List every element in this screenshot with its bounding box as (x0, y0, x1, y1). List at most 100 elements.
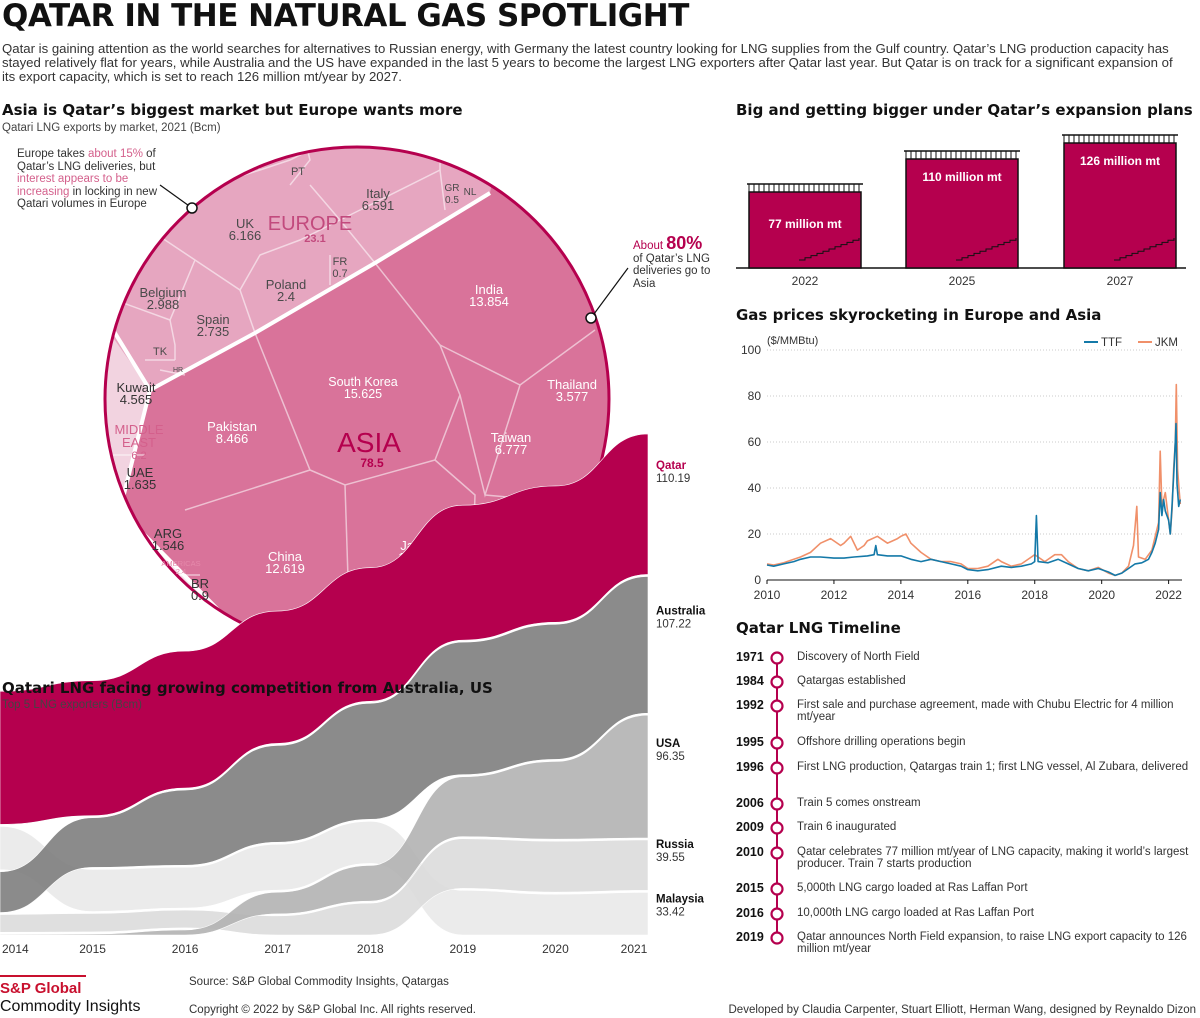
bar-chart: 77 million mt 2022 110 million mt 2025 126 m… (736, 134, 1186, 288)
europe-annotation-text-2: of Qatar’s LNG deliveries, but (17, 148, 156, 173)
page-title: QATAR IN THE NATURAL GAS SPOTLIGHT (2, 0, 689, 34)
asia-annotation-pre: About (633, 240, 667, 252)
timeline-dot-2015 (770, 882, 784, 896)
cell-label-china: China (268, 549, 303, 564)
europe-annotation-highlight-1: about 15% (87, 148, 143, 160)
intro-paragraph: Qatar is gaining attention as the world … (2, 41, 1173, 84)
bar-label-2025: 110 million mt (922, 170, 1001, 184)
line-y-tick-20: 20 (748, 527, 762, 541)
cell-label-south-korea: South Korea (328, 375, 398, 389)
line-y-label: ($/MMBtu) (767, 335, 818, 347)
timeline-event-2015: 5,000th LNG cargo loaded at Ras Laffan P… (797, 882, 1028, 894)
timeline-year-2015: 2015 (736, 881, 764, 895)
timeline-year-2006: 2006 (736, 796, 764, 810)
americas-value: 2.4 (176, 567, 186, 576)
timeline-event-1971: Discovery of North Field (797, 651, 920, 663)
line-y-tick-60: 60 (748, 435, 762, 449)
timeline-dot-1984 (770, 675, 784, 689)
bar-category-2022: 2022 (792, 274, 819, 288)
legend-label-ttf: TTF (1101, 337, 1122, 349)
cell-label-arg: ARG (154, 526, 182, 541)
europe-label: EUROPE (268, 213, 352, 235)
bar-category-2025: 2025 (949, 274, 976, 288)
bar-label-2027: 126 million mt (1080, 154, 1160, 168)
line-series-ttf (766, 422, 1182, 577)
area-x-tick-2014: 2014 (2, 942, 29, 956)
area-end-value-usa: 96.35 (656, 751, 685, 763)
europe-leader-dot (186, 202, 198, 214)
line-x-tick-2014: 2014 (888, 588, 915, 602)
area-end-value-malaysia: 33.42 (656, 906, 685, 918)
asia-leader-dot (585, 312, 597, 324)
line-x-tick-2012: 2012 (821, 588, 848, 602)
bar-stairs (956, 238, 1017, 261)
bar-title: Big and getting bigger under Qatar’s exp… (736, 101, 1193, 119)
cell-label-thailand: Thailand (547, 377, 597, 392)
europe-annotation-text-1: Europe takes (17, 148, 88, 160)
europe-annotation-highlight-2: interest appears to be increasing (17, 173, 129, 198)
cell-value-thailand: 3.577 (556, 389, 589, 404)
middle-east-label-2: EAST (122, 435, 156, 450)
timeline-dot-1971 (770, 651, 784, 665)
line-y-tick-80: 80 (748, 389, 762, 403)
area-end-label-qatar: Qatar (656, 460, 687, 472)
asia-leader-line (590, 267, 629, 319)
cell-value-south-korea: 15.625 (344, 387, 382, 401)
cell-value-belgium: 2.988 (147, 297, 180, 312)
timeline-year-2016: 2016 (736, 906, 764, 920)
timeline-year-2010: 2010 (736, 845, 764, 859)
cell-value-taiwan: 6.777 (495, 442, 528, 457)
cell-value-fr: 0.7 (332, 268, 347, 280)
timeline-dot-1995 (770, 736, 784, 750)
cell-label-uk: UK (236, 216, 254, 231)
europe-leader-line (159, 184, 193, 209)
cell-label-pt: PT (291, 166, 305, 178)
cell-label-poland: Poland (266, 277, 306, 292)
area-series-usa (0, 714, 649, 936)
area-end-label-usa: USA (656, 738, 680, 750)
timeline-event-1995: Offshore drilling operations begin (797, 736, 966, 748)
area-x-tick-2021: 2021 (621, 942, 648, 956)
timeline-rail (770, 651, 784, 945)
line-chart: 0 20 40 60 80 100 2010 2012 2014 2016 2018 2020 2022… (741, 335, 1182, 602)
area-series-australia (0, 576, 649, 913)
cell-label-italy: Italy (366, 186, 390, 201)
cell-value-poland: 2.4 (277, 289, 295, 304)
timeline-year-1995: 1995 (736, 735, 764, 749)
middle-east-value: 6.2 (131, 450, 146, 462)
area-end-label-malaysia: Malaysia (656, 893, 705, 905)
americas-label: AMERICAS (161, 559, 200, 568)
line-x-tick-2016: 2016 (954, 588, 981, 602)
area-x-tick-2020: 2020 (542, 942, 569, 956)
cell-label-kuwait: Kuwait (116, 380, 155, 395)
timeline-dot-1996 (770, 761, 784, 775)
credits-note: Developed by Claudia Carpenter, Stuart E… (728, 1004, 1197, 1016)
cell-value-uk: 6.166 (229, 228, 262, 243)
bar-2022 (748, 191, 862, 269)
cell-label-br: BR (191, 576, 209, 591)
area-end-value-russia: 39.55 (656, 852, 685, 864)
bar-stairs (1114, 238, 1175, 261)
cell-value-china: 12.619 (265, 561, 305, 576)
timeline-event-2006: Train 5 comes onstream (797, 797, 921, 809)
timeline-dot-2010 (770, 846, 784, 860)
europe-value: 23.1 (304, 233, 325, 245)
area-x-tick-2018: 2018 (357, 942, 384, 956)
timeline-year-2019: 2019 (736, 930, 764, 944)
cell-label-belgium: Belgium (140, 285, 187, 300)
cell-label-nl: NL (464, 187, 477, 198)
timeline-title: Qatar LNG Timeline (736, 619, 901, 637)
timeline-dot-2006 (770, 797, 784, 811)
line-x-tick-2022: 2022 (1155, 588, 1182, 602)
timeline-event-2016: 10,000th LNG cargo loaded at Ras Laffan … (797, 907, 1034, 919)
voronoi-title: Asia is Qatar’s biggest market but Europ… (2, 101, 463, 119)
middle-east-label-1: MIDDLE (114, 422, 163, 437)
asia-boundary (118, 191, 492, 511)
area-end-label-australia: Australia (656, 605, 706, 617)
cell-label-taiwan: Taiwan (491, 430, 531, 445)
area-end-value-australia: 107.22 (656, 618, 691, 630)
area-series-malaysia (0, 821, 649, 936)
area-x-tick-2017: 2017 (264, 942, 291, 956)
timeline-dot-2019 (770, 931, 784, 945)
